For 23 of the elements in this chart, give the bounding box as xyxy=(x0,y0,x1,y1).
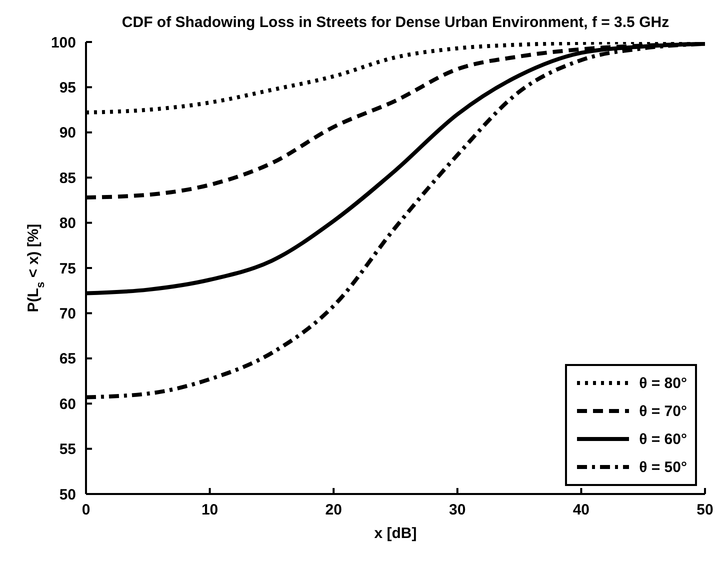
y-tick-label: 95 xyxy=(59,80,76,97)
chart-title: CDF of Shadowing Loss in Streets for Dense Urban Environment, f = 3.5 GHz xyxy=(120,14,670,31)
y-tick-label: 90 xyxy=(59,124,76,142)
x-tick-label: 0 xyxy=(82,502,90,519)
x-tick-label: 20 xyxy=(325,502,342,519)
x-tick-label: 30 xyxy=(449,502,466,519)
x-axis-title: x [dB] xyxy=(374,525,417,542)
y-tick-label: 75 xyxy=(59,260,76,278)
legend-label: θ = 50° xyxy=(639,458,687,476)
y-tick-label: 55 xyxy=(59,441,76,458)
legend-label: θ = 80° xyxy=(639,374,687,392)
y-tick-label: 100 xyxy=(50,34,76,52)
y-tick-label: 70 xyxy=(59,306,76,323)
y-tick-label: 85 xyxy=(59,170,76,187)
y-tick-label: 80 xyxy=(59,215,76,232)
legend-label: θ = 70° xyxy=(639,402,687,420)
y-tick-label: 60 xyxy=(59,396,76,413)
x-tick-label: 50 xyxy=(696,502,714,519)
y-tick-label: 50 xyxy=(59,486,76,504)
y-tick-label: 65 xyxy=(59,350,76,368)
x-tick-label: 10 xyxy=(201,502,218,519)
x-tick-label: 40 xyxy=(572,502,590,519)
legend-label: θ = 60° xyxy=(639,430,687,448)
